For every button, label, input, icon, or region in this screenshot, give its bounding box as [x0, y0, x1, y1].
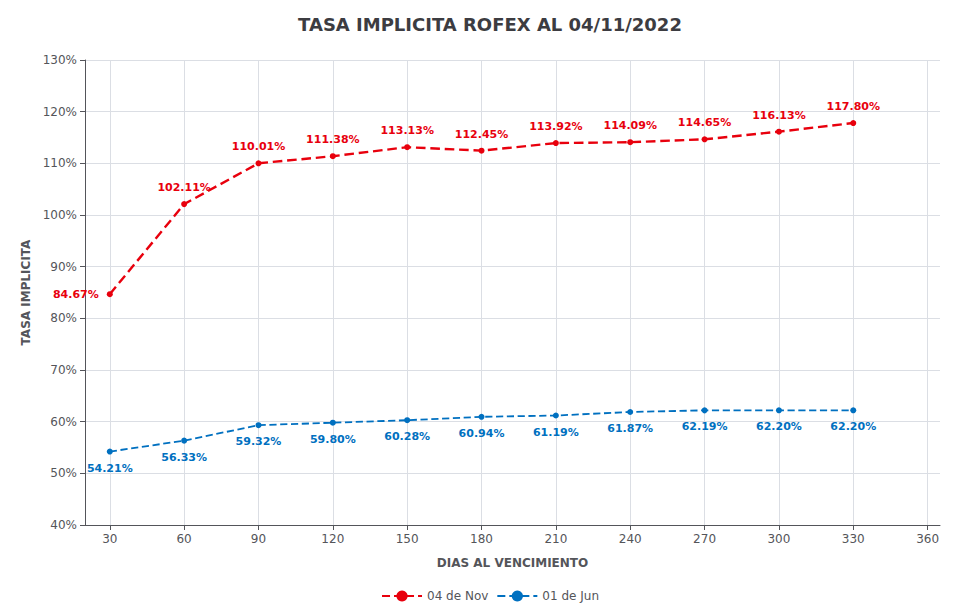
svg-text:113.92%: 113.92%	[529, 120, 582, 133]
svg-text:110%: 110%	[43, 156, 77, 170]
svg-text:62.19%: 62.19%	[682, 420, 728, 433]
svg-text:60: 60	[176, 532, 191, 546]
svg-text:114.09%: 114.09%	[603, 119, 656, 132]
svg-text:360: 360	[916, 532, 939, 546]
svg-text:60.94%: 60.94%	[459, 427, 505, 440]
svg-text:100%: 100%	[43, 208, 77, 222]
svg-text:54.21%: 54.21%	[87, 462, 133, 475]
svg-text:59.32%: 59.32%	[236, 435, 282, 448]
svg-text:120%: 120%	[43, 105, 77, 119]
svg-text:116.13%: 116.13%	[752, 109, 805, 122]
svg-text:114.65%: 114.65%	[678, 116, 731, 129]
svg-text:61.19%: 61.19%	[533, 426, 579, 439]
svg-text:300: 300	[767, 532, 790, 546]
svg-text:110.01%: 110.01%	[232, 140, 285, 153]
svg-text:90%: 90%	[50, 260, 77, 274]
svg-text:84.67%: 84.67%	[53, 288, 99, 301]
svg-text:113.13%: 113.13%	[380, 124, 433, 137]
svg-text:80%: 80%	[50, 311, 77, 325]
svg-text:TASA IMPLICITA ROFEX AL 04/11/: TASA IMPLICITA ROFEX AL 04/11/2022	[298, 14, 682, 35]
svg-text:TASA IMPLICITA: TASA IMPLICITA	[19, 239, 33, 345]
svg-text:01 de Jun: 01 de Jun	[542, 589, 599, 603]
svg-text:70%: 70%	[50, 363, 77, 377]
svg-text:270: 270	[693, 532, 716, 546]
svg-text:50%: 50%	[50, 466, 77, 480]
svg-text:130%: 130%	[43, 53, 77, 67]
svg-text:102.11%: 102.11%	[157, 181, 210, 194]
svg-text:112.45%: 112.45%	[455, 128, 508, 141]
svg-text:120: 120	[321, 532, 344, 546]
svg-text:150: 150	[396, 532, 419, 546]
svg-text:30: 30	[102, 532, 117, 546]
svg-text:61.87%: 61.87%	[607, 422, 653, 435]
svg-text:60.28%: 60.28%	[384, 430, 430, 443]
svg-text:210: 210	[544, 532, 567, 546]
svg-text:117.80%: 117.80%	[827, 100, 880, 113]
svg-text:DIAS AL VENCIMIENTO: DIAS AL VENCIMIENTO	[437, 556, 588, 570]
svg-text:180: 180	[470, 532, 493, 546]
svg-text:60%: 60%	[50, 415, 77, 429]
svg-text:56.33%: 56.33%	[161, 451, 207, 464]
svg-text:04 de Nov: 04 de Nov	[427, 589, 488, 603]
svg-text:62.20%: 62.20%	[830, 420, 876, 433]
svg-text:62.20%: 62.20%	[756, 420, 802, 433]
svg-text:240: 240	[619, 532, 642, 546]
svg-text:111.38%: 111.38%	[306, 133, 359, 146]
svg-text:90: 90	[251, 532, 266, 546]
svg-text:40%: 40%	[50, 518, 77, 532]
svg-text:330: 330	[842, 532, 865, 546]
svg-text:59.80%: 59.80%	[310, 433, 356, 446]
